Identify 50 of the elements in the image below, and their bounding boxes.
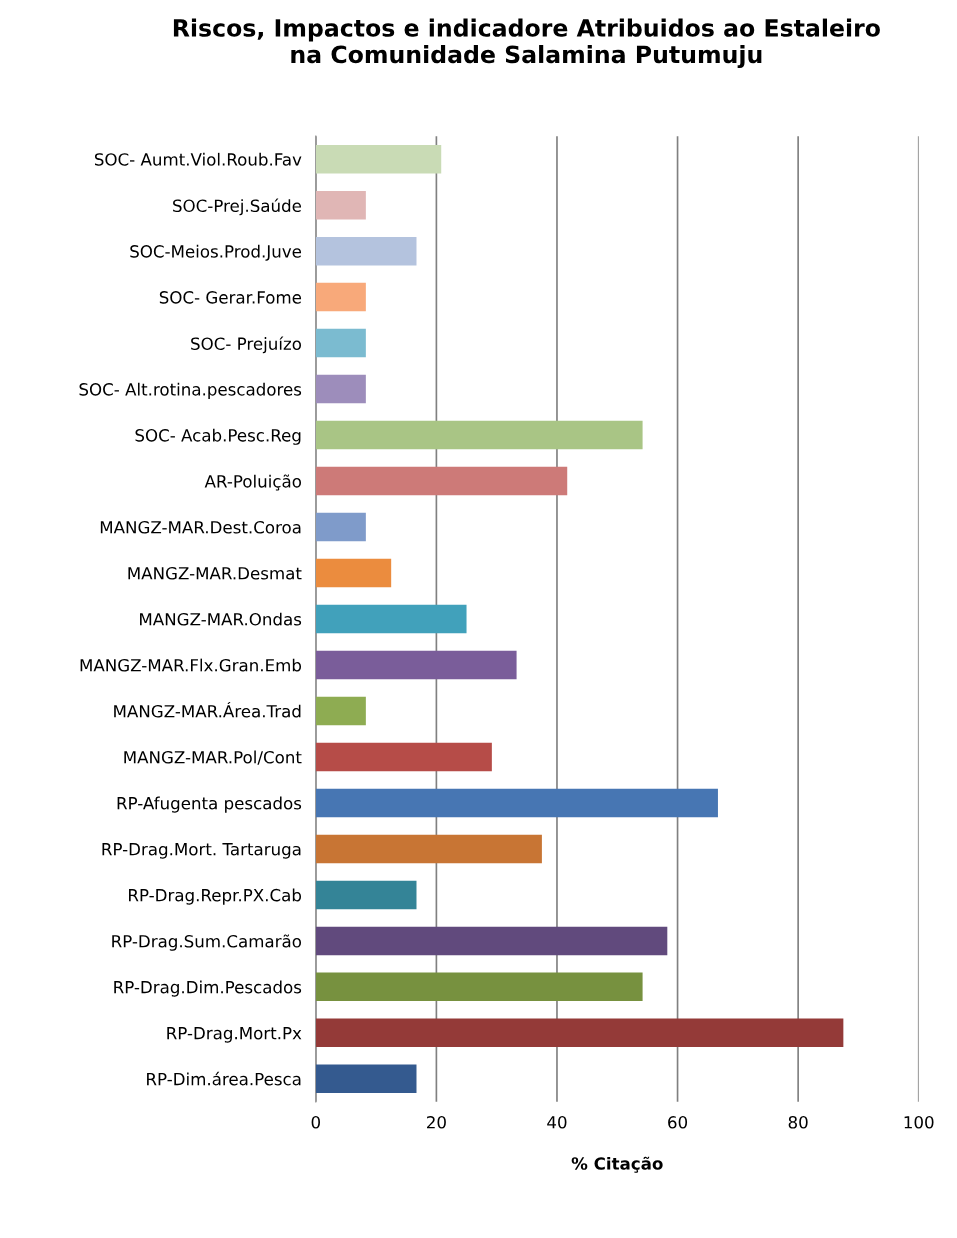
bar xyxy=(315,972,643,1002)
x-tick-label: 60 xyxy=(668,1116,688,1129)
y-tick-label: SOC- Alt.rotina.pescadores xyxy=(79,382,302,399)
chart-title: Riscos, Impactos e indicadore Atribuidos ao Estaleiro na Comunidade Salamina Putumuju xyxy=(173,18,880,69)
y-tick-label: SOC- Gerar.Fome xyxy=(159,291,302,304)
bar xyxy=(315,558,392,588)
bar xyxy=(315,1064,417,1094)
y-tick-label: MANGZ-MAR.Dest.Coroa xyxy=(100,521,301,534)
bar xyxy=(315,1018,844,1048)
y-tick-label: SOC- Aumt.Viol.Roub.Fav xyxy=(94,152,302,166)
bar xyxy=(315,696,366,726)
bar xyxy=(315,190,366,220)
bar xyxy=(315,236,417,266)
bar xyxy=(315,834,542,864)
y-tick-label: MANGZ-MAR.Área.Trad xyxy=(114,701,301,718)
x-axis-title: % Citação xyxy=(571,1156,663,1173)
y-tick-label: RP-Afugenta pescados xyxy=(117,796,302,813)
bar xyxy=(315,282,366,312)
y-tick-label: MANGZ-MAR.Ondas xyxy=(140,612,302,626)
y-tick-label: MANGZ-MAR.Pol/Cont xyxy=(124,750,302,765)
bar xyxy=(315,374,366,404)
bar xyxy=(315,742,492,772)
bar xyxy=(315,604,467,634)
y-tick-label: SOC- Prejuízo xyxy=(191,336,302,354)
bar xyxy=(315,328,366,358)
y-tick-label: RP-Dim.área.Pesca xyxy=(147,1071,301,1086)
y-tick-label: SOC-Prej.Saúde xyxy=(173,198,302,216)
bar xyxy=(315,144,442,174)
y-tick-label: SOC- Acab.Pesc.Reg xyxy=(135,428,301,445)
y-tick-label: MANGZ-MAR.Flx.Gran.Emb xyxy=(80,658,302,672)
bar xyxy=(315,788,718,818)
x-tick-label: 20 xyxy=(427,1116,446,1129)
bar xyxy=(315,420,643,450)
x-tick-label: 100 xyxy=(904,1116,934,1129)
x-tick-label: 40 xyxy=(547,1116,567,1129)
y-tick-label: RP-Drag.Repr.PX.Cab xyxy=(129,888,302,905)
y-tick-label: RP-Drag.Mort. Tartaruga xyxy=(102,843,301,859)
bar xyxy=(315,880,417,910)
y-tick-label: RP-Drag.Dim.Pescados xyxy=(114,980,302,997)
x-tick-label: 0 xyxy=(311,1116,321,1129)
bar xyxy=(315,926,668,956)
bar xyxy=(315,512,366,542)
bar xyxy=(315,650,517,680)
y-tick-label: RP-Drag.Sum.Camarão xyxy=(112,934,302,951)
bar xyxy=(315,466,568,496)
y-tick-label: MANGZ-MAR.Desmat xyxy=(128,566,302,580)
y-tick-label: RP-Drag.Mort.Px xyxy=(167,1027,302,1043)
x-tick-label: 80 xyxy=(788,1116,808,1129)
y-tick-label: AR-Poluição xyxy=(204,474,302,491)
y-tick-label: SOC-Meios.Prod.Juve xyxy=(130,244,302,261)
